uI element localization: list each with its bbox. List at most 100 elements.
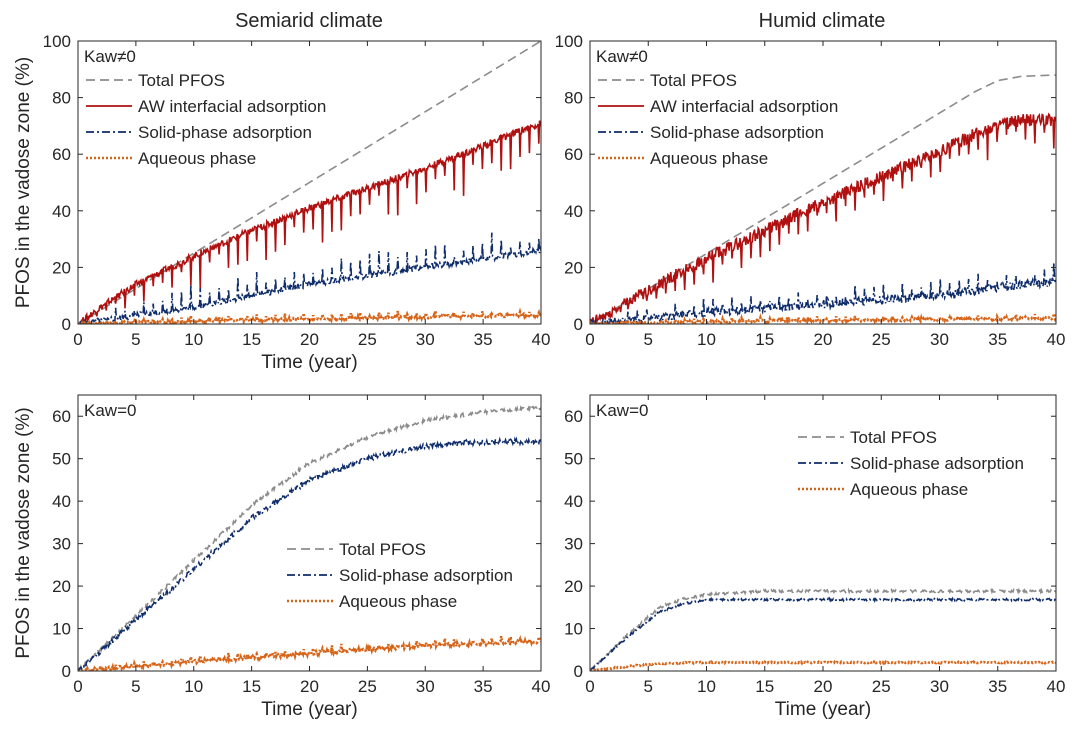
series-line-aqueous-phase: [78, 634, 541, 671]
y-tick-label: 30: [564, 535, 583, 554]
x-tick-label: 25: [872, 677, 891, 696]
x-tick-label: 30: [416, 330, 435, 349]
legend-label: Solid-phase adsorption: [650, 123, 824, 142]
legend-label: Total PFOS: [850, 428, 937, 447]
series-line-total-pfos: [78, 41, 541, 324]
y-tick-label: 80: [52, 89, 71, 108]
y-tick-label: 10: [52, 620, 71, 639]
x-tick-label: 20: [814, 330, 833, 349]
kaw-annotation: Kaw≠0: [84, 47, 136, 66]
series-line-aqueous-phase: [590, 659, 1056, 671]
legend-label: AW interfacial adsorption: [650, 97, 838, 116]
x-tick-label: 5: [131, 330, 140, 349]
x-tick-label: 40: [532, 330, 551, 349]
y-tick-label: 50: [52, 450, 71, 469]
kaw-annotation: Kaw=0: [84, 401, 136, 420]
y-tick-label: 0: [62, 662, 71, 681]
x-tick-label: 0: [585, 677, 594, 696]
title-humid: Humid climate: [759, 10, 886, 32]
x-tick-label: 10: [184, 330, 203, 349]
legend-label: Total PFOS: [650, 71, 737, 90]
y-tick-label: 60: [52, 407, 71, 426]
axes-box: [589, 394, 1057, 672]
y-tick-label: 80: [564, 89, 583, 108]
legend-label: Solid-phase adsorption: [138, 123, 312, 142]
x-tick-label: 40: [1047, 677, 1066, 696]
y-tick-label: 20: [564, 258, 583, 277]
chart-panel-1: 0 5 10 15 20 25 30 35 40 0 20 40 60 80 100 Time (year) P…: [13, 32, 550, 373]
y-tick-label: 60: [564, 145, 583, 164]
y-tick-label: 40: [564, 492, 583, 511]
x-tick-label: 35: [988, 677, 1007, 696]
x-tick-label: 25: [872, 330, 891, 349]
y-tick-label: 60: [52, 145, 71, 164]
y-tick-label: 10: [564, 620, 583, 639]
x-tick-label: 15: [242, 677, 261, 696]
x-tick-label: 40: [1047, 330, 1066, 349]
x-tick-label: 5: [131, 677, 140, 696]
x-tick-label: 15: [242, 330, 261, 349]
y-tick-label: 40: [52, 492, 71, 511]
legend-label: Total PFOS: [138, 71, 225, 90]
x-tick-label: 0: [73, 330, 82, 349]
y-tick-label: 30: [52, 535, 71, 554]
y-tick-label: 0: [574, 662, 583, 681]
x-tick-label: 10: [697, 677, 716, 696]
chart-panel-3: 0 5 10 15 20 25 30 35 40 0 10 20 30 40 50 60 Time (year)…: [13, 394, 551, 720]
legend-label: Aqueous phase: [339, 592, 457, 611]
y-tick-label: 50: [564, 450, 583, 469]
y-tick-label: 100: [43, 32, 71, 51]
x-tick-label: 0: [585, 330, 594, 349]
x-tick-label: 30: [930, 677, 949, 696]
series-line-total-pfos: [590, 587, 1056, 671]
y-tick-label: 0: [62, 315, 71, 334]
y-tick-label: 40: [564, 202, 583, 221]
legend-label: AW interfacial adsorption: [138, 97, 326, 116]
kaw-annotation: Kaw=0: [596, 401, 648, 420]
series-line-aw-interfacial-adsorption: [78, 120, 541, 324]
x-tick-label: 5: [644, 677, 653, 696]
y-tick-label: 0: [574, 315, 583, 334]
legend-label: Aqueous phase: [650, 149, 768, 168]
x-tick-label: 20: [300, 330, 319, 349]
x-tick-label: 10: [697, 330, 716, 349]
x-tick-label: 20: [814, 677, 833, 696]
x-tick-label: 25: [358, 330, 377, 349]
axes-box: [77, 394, 542, 672]
x-tick-label: 10: [184, 677, 203, 696]
legend-label: Aqueous phase: [850, 480, 968, 499]
y-tick-label: 60: [564, 407, 583, 426]
series-line-solid-phase-adsorption: [590, 596, 1056, 671]
y-axis-label: PFOS in the vadose zone (%): [13, 407, 34, 658]
x-tick-label: 30: [416, 677, 435, 696]
legend-label: Total PFOS: [339, 540, 426, 559]
x-tick-label: 20: [300, 677, 319, 696]
x-tick-label: 30: [930, 330, 949, 349]
y-tick-label: 20: [564, 577, 583, 596]
x-tick-label: 35: [474, 677, 493, 696]
x-tick-label: 40: [532, 677, 551, 696]
y-axis-label: PFOS in the vadose zone (%): [13, 57, 34, 308]
series-line-solid-phase-adsorption: [590, 262, 1056, 324]
x-axis-label: Time (year): [775, 699, 871, 720]
x-tick-label: 35: [988, 330, 1007, 349]
legend-label: Solid-phase adsorption: [339, 566, 513, 585]
series-line-aqueous-phase: [78, 307, 541, 324]
title-semiarid: Semiarid climate: [235, 10, 383, 32]
y-tick-label: 40: [52, 202, 71, 221]
y-tick-label: 100: [555, 32, 583, 51]
series-line-solid-phase-adsorption: [78, 232, 541, 324]
y-tick-label: 20: [52, 258, 71, 277]
x-axis-label: Time (year): [261, 352, 357, 373]
x-tick-label: 35: [474, 330, 493, 349]
x-tick-label: 5: [644, 330, 653, 349]
x-tick-label: 15: [755, 330, 774, 349]
y-tick-label: 20: [52, 577, 71, 596]
chart-panel-4: 0 5 10 15 20 25 30 35 40 0 10 20 30 40 50 60 Time (year)…: [564, 394, 1066, 720]
legend-label: Solid-phase adsorption: [850, 454, 1024, 473]
x-tick-label: 15: [755, 677, 774, 696]
x-tick-label: 0: [73, 677, 82, 696]
